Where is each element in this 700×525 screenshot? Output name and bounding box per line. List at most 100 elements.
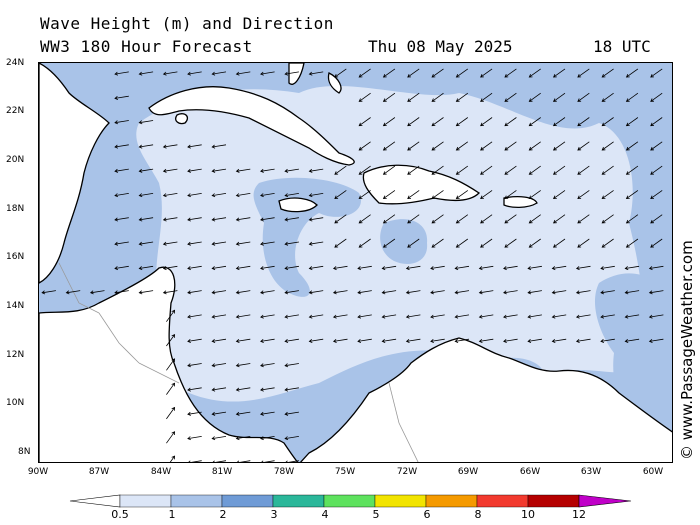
wave-direction-arrow-icon bbox=[260, 217, 275, 222]
wave-direction-arrow-icon bbox=[284, 168, 299, 173]
wave-direction-arrow-icon bbox=[162, 71, 178, 76]
wave-direction-arrow-icon bbox=[334, 238, 347, 248]
wave-direction-arrow-icon bbox=[455, 190, 469, 200]
wave-direction-arrow-icon bbox=[114, 217, 129, 222]
wave-direction-arrow-icon bbox=[431, 141, 444, 151]
wave-direction-arrow-icon bbox=[235, 387, 251, 392]
wave-height-legend bbox=[69, 494, 632, 508]
map-title: Wave Height (m) and Direction bbox=[40, 14, 334, 33]
wave-direction-arrow-icon bbox=[138, 290, 154, 295]
wave-zone-light-nw bbox=[139, 123, 214, 155]
wave-direction-arrow-icon bbox=[332, 314, 348, 319]
wave-direction-arrow-icon bbox=[235, 411, 251, 416]
wave-direction-arrow-icon bbox=[454, 265, 470, 271]
legend-bin-2 bbox=[221, 494, 274, 508]
wave-direction-arrow-icon bbox=[166, 309, 176, 322]
wave-direction-arrow-icon bbox=[187, 71, 202, 76]
wave-direction-arrow-icon bbox=[358, 165, 371, 175]
wave-direction-arrow-icon bbox=[407, 68, 420, 78]
wave-direction-arrow-icon bbox=[284, 193, 299, 198]
wave-direction-arrow-icon bbox=[211, 338, 227, 343]
cuba bbox=[148, 86, 355, 166]
wave-direction-arrow-icon bbox=[235, 265, 251, 271]
wave-direction-arrow-icon bbox=[650, 117, 663, 127]
wave-direction-arrow-icon bbox=[187, 436, 202, 441]
wave-direction-arrow-icon bbox=[430, 338, 445, 343]
wave-direction-arrow-icon bbox=[284, 363, 299, 368]
bahamas bbox=[288, 63, 342, 94]
wave-direction-arrow-icon bbox=[528, 238, 541, 248]
wave-direction-arrow-icon bbox=[625, 214, 639, 224]
wave-direction-arrow-icon bbox=[407, 141, 420, 151]
wave-direction-arrow-icon bbox=[600, 338, 615, 343]
wave-direction-arrow-icon bbox=[211, 314, 227, 319]
wave-direction-arrow-icon bbox=[211, 144, 227, 149]
wave-direction-arrow-icon bbox=[261, 460, 275, 462]
credit-text[interactable]: © www.PassageWeather.com bbox=[678, 240, 696, 460]
wave-direction-arrow-icon bbox=[577, 238, 590, 248]
wave-direction-arrow-icon bbox=[504, 68, 517, 78]
wave-direction-arrow-icon bbox=[381, 338, 397, 343]
wave-direction-arrow-icon bbox=[211, 363, 227, 368]
wave-direction-arrow-icon bbox=[527, 290, 542, 295]
wave-direction-arrow-icon bbox=[504, 214, 517, 224]
wave-direction-arrow-icon bbox=[166, 333, 176, 347]
wave-direction-arrow-icon bbox=[308, 71, 324, 76]
wave-direction-arrow-icon bbox=[284, 290, 299, 295]
wave-direction-arrow-icon bbox=[212, 460, 227, 462]
wave-direction-arrow-icon bbox=[624, 314, 640, 319]
wave-direction-arrow-icon bbox=[430, 265, 445, 271]
wave-direction-arrow-icon bbox=[650, 92, 663, 102]
wave-direction-arrow-icon bbox=[260, 71, 275, 76]
wave-direction-arrow-icon bbox=[358, 214, 371, 224]
legend-label-10: 10 bbox=[521, 508, 535, 521]
lon-label-60w: 60W bbox=[642, 467, 664, 477]
wave-direction-arrow-icon bbox=[454, 338, 470, 343]
wave-direction-arrow-icon bbox=[334, 165, 347, 175]
wave-direction-arrow-icon bbox=[358, 190, 371, 200]
hispaniola bbox=[362, 164, 481, 205]
lat-label-20n: 20N bbox=[6, 155, 25, 165]
wave-direction-arrow-icon bbox=[601, 190, 614, 200]
legend-label-1: 1 bbox=[168, 508, 176, 521]
wave-direction-arrow-icon bbox=[138, 120, 154, 125]
wave-direction-arrow-icon bbox=[650, 214, 663, 224]
wave-direction-arrow-icon bbox=[650, 165, 663, 175]
wave-direction-arrow-icon bbox=[169, 455, 176, 462]
wave-direction-arrow-icon bbox=[166, 431, 176, 444]
wave-direction-arrow-icon bbox=[382, 141, 396, 151]
wave-direction-arrow-icon bbox=[480, 92, 493, 102]
wave-direction-arrow-icon bbox=[138, 265, 154, 271]
wave-direction-arrow-icon bbox=[211, 265, 227, 271]
wave-direction-arrow-icon bbox=[528, 68, 541, 78]
wave-direction-arrow-icon bbox=[480, 214, 493, 224]
wave-direction-arrow-icon bbox=[407, 214, 420, 224]
wave-direction-arrow-icon bbox=[308, 338, 324, 343]
wave-direction-arrow-icon bbox=[308, 168, 324, 173]
lat-label-22n: 22N bbox=[6, 106, 25, 116]
wave-direction-arrow-icon bbox=[284, 411, 299, 416]
wave-direction-arrow-icon bbox=[527, 265, 542, 271]
wave-direction-arrow-icon bbox=[650, 190, 663, 200]
wave-direction-arrow-icon bbox=[308, 241, 324, 246]
wave-direction-arrow-icon bbox=[211, 217, 227, 222]
wave-direction-arrow-icon bbox=[527, 314, 542, 319]
wave-direction-arrow-icon bbox=[138, 193, 154, 198]
wave-direction-arrow-icon bbox=[114, 265, 129, 271]
wave-direction-arrow-icon bbox=[650, 68, 663, 78]
wave-direction-arrow-icon bbox=[577, 165, 590, 175]
wave-direction-arrow-icon bbox=[455, 214, 469, 224]
wave-direction-arrow-icon bbox=[187, 241, 202, 246]
wave-direction-arrow-icon bbox=[625, 117, 639, 127]
lat-label-18n: 18N bbox=[6, 204, 25, 214]
wave-direction-arrow-icon bbox=[382, 190, 396, 200]
lon-label-66w: 66W bbox=[519, 467, 541, 477]
wave-direction-arrow-icon bbox=[162, 168, 178, 173]
wave-direction-arrow-icon bbox=[357, 314, 372, 319]
wave-direction-arrow-icon bbox=[211, 387, 227, 392]
wave-direction-arrow-icon bbox=[114, 71, 129, 76]
wave-direction-arrow-icon bbox=[625, 165, 639, 175]
wave-direction-arrow-icon bbox=[552, 214, 566, 224]
lon-label-84w: 84W bbox=[150, 467, 172, 477]
wave-direction-arrow-icon bbox=[357, 290, 372, 295]
